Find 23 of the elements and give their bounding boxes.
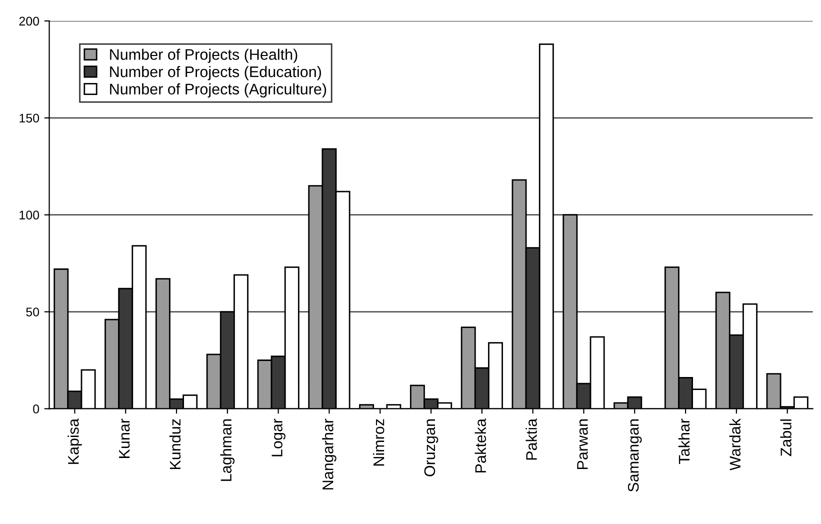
legend-label: Number of Projects (Health): [110, 48, 298, 63]
x-tick-label: Samangan: [628, 419, 642, 492]
x-tick-label: Laghman: [220, 419, 235, 481]
x-tick-label: Logar: [272, 418, 286, 456]
x-tick-label: Kunduz: [169, 419, 181, 469]
x-tick-label: Paktia: [526, 418, 537, 460]
y-tick-label: 50: [26, 308, 40, 316]
y-tick-label: 150: [20, 114, 40, 123]
legend-label: Number of Projects (Agriculture): [110, 83, 326, 98]
x-tick-label: Kunar: [119, 418, 130, 458]
y-tick-label: 0: [33, 404, 40, 414]
x-tick-label: Kapisa: [68, 418, 82, 464]
y-tick-label: 200: [19, 16, 40, 26]
x-tick-label: Parwan: [577, 419, 588, 469]
x-tick-label: Pakteka: [474, 418, 486, 472]
legend-label: Number of Projects (Education): [110, 66, 322, 80]
x-tick-label: Zabul: [780, 419, 792, 456]
x-tick-label: Oruzgan: [424, 419, 438, 476]
x-tick-label: Nimroz: [373, 419, 384, 466]
y-tick-label: 100: [20, 210, 40, 220]
x-tick-label: Nangarhar: [322, 418, 336, 490]
x-tick-label: Takhar: [678, 418, 690, 464]
x-tick-label: Wardak: [729, 418, 741, 470]
